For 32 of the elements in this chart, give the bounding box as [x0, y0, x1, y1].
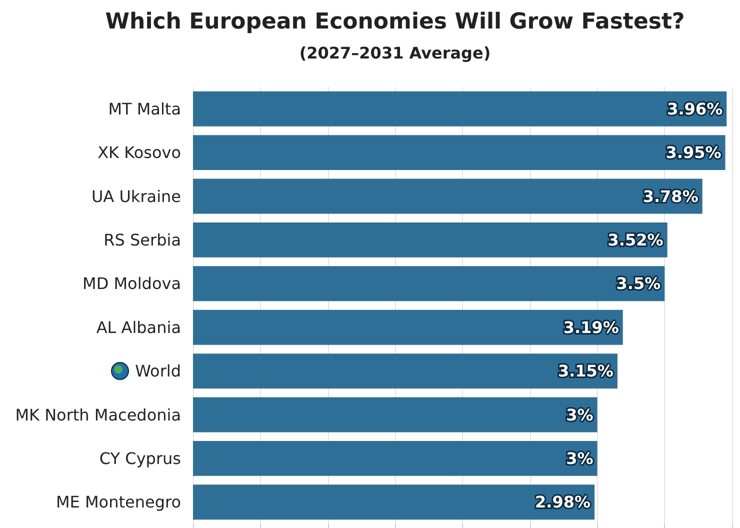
data-label: 3.19% — [563, 318, 619, 337]
y-tick-label: ME Montenegro — [56, 492, 181, 512]
y-tick-label: MD Moldova — [82, 274, 181, 294]
y-tick-label: RS Serbia — [104, 230, 181, 250]
data-label: 2.98% — [535, 492, 591, 512]
y-tick-label: UA Ukraine — [91, 186, 181, 206]
y-tick-label: CY Cyprus — [99, 448, 181, 468]
data-label: 3.95% — [666, 143, 722, 162]
bar — [193, 178, 702, 214]
y-tick-label: MT Malta — [108, 99, 181, 118]
chart-subtitle: (2027–2031 Average) — [299, 44, 491, 62]
y-tick-label: World — [135, 362, 181, 381]
data-label: 3.5% — [616, 274, 661, 294]
data-label: 3.96% — [667, 99, 723, 118]
data-label: 3% — [566, 405, 594, 424]
bar — [193, 354, 618, 389]
chart-title: Which European Economies Will Grow Fastest? — [105, 10, 685, 34]
y-tick-label: AL Albania — [96, 318, 181, 337]
bar — [193, 266, 665, 302]
y-tick-label: MK North Macedonia — [15, 405, 181, 424]
bar — [193, 135, 726, 170]
bar — [193, 310, 623, 345]
data-label: 3% — [566, 448, 594, 468]
bar — [193, 440, 598, 476]
data-label: 3.52% — [608, 230, 664, 250]
bar — [193, 484, 595, 520]
bar — [193, 222, 668, 258]
data-label: 3.78% — [642, 186, 698, 206]
bar — [193, 91, 727, 126]
y-tick-label: XK Kosovo — [98, 143, 181, 162]
data-label: 3.15% — [558, 362, 614, 381]
bar — [193, 397, 598, 432]
